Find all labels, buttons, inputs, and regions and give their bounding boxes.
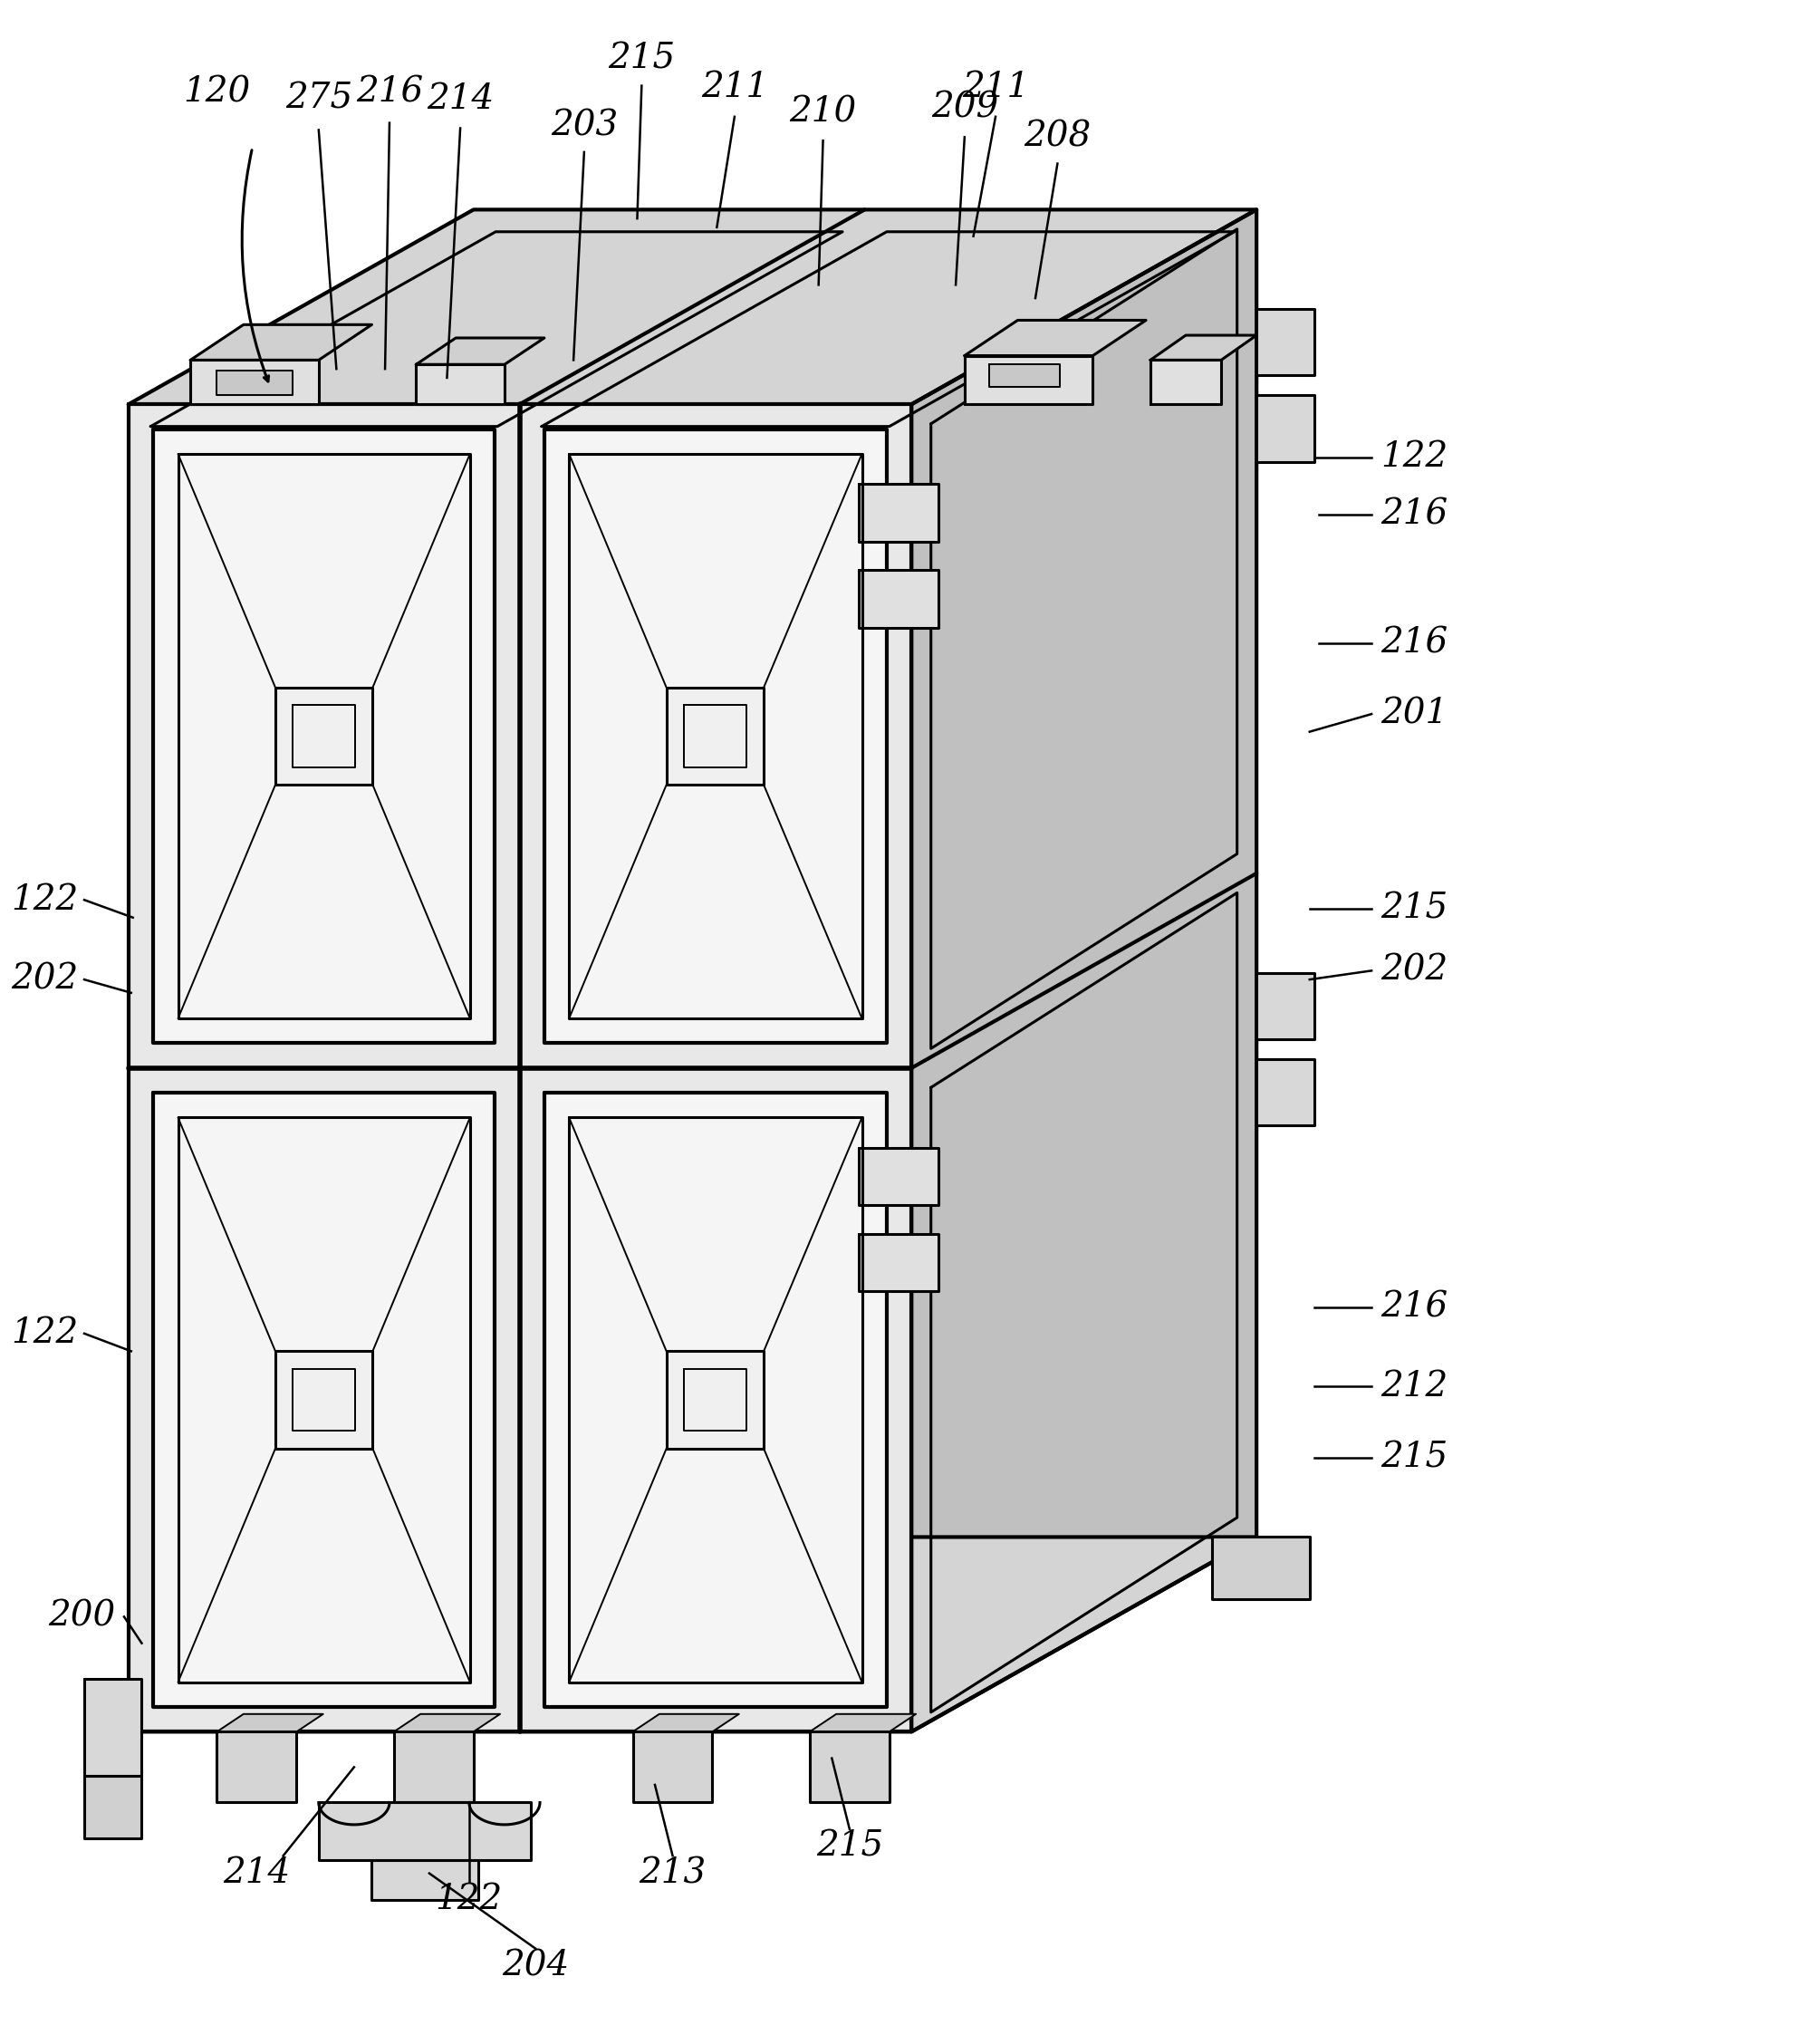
Polygon shape bbox=[318, 1803, 531, 1860]
Polygon shape bbox=[218, 1715, 324, 1731]
Polygon shape bbox=[858, 1235, 937, 1292]
Polygon shape bbox=[545, 429, 887, 1042]
Text: 204: 204 bbox=[502, 1950, 568, 1983]
Text: 211: 211 bbox=[962, 72, 1029, 104]
Polygon shape bbox=[633, 1731, 712, 1803]
Polygon shape bbox=[275, 687, 372, 785]
Polygon shape bbox=[275, 1351, 372, 1449]
Polygon shape bbox=[810, 1715, 916, 1731]
Polygon shape bbox=[191, 360, 318, 405]
Text: 215: 215 bbox=[817, 1829, 883, 1864]
Polygon shape bbox=[1256, 1059, 1313, 1126]
Text: 275: 275 bbox=[284, 82, 353, 117]
Text: 122: 122 bbox=[11, 883, 77, 916]
Polygon shape bbox=[858, 484, 937, 542]
Polygon shape bbox=[1213, 1537, 1310, 1598]
Text: 212: 212 bbox=[1380, 1369, 1448, 1404]
Text: 201: 201 bbox=[1380, 697, 1448, 732]
Text: 215: 215 bbox=[608, 43, 675, 76]
Text: 200: 200 bbox=[49, 1600, 115, 1633]
Text: 215: 215 bbox=[1380, 1441, 1448, 1474]
Text: 216: 216 bbox=[356, 76, 423, 110]
Polygon shape bbox=[416, 364, 504, 405]
Polygon shape bbox=[416, 337, 545, 364]
Text: 216: 216 bbox=[1380, 625, 1448, 660]
Polygon shape bbox=[1256, 394, 1313, 462]
Polygon shape bbox=[191, 325, 372, 360]
Polygon shape bbox=[666, 1351, 765, 1449]
Text: 214: 214 bbox=[426, 82, 495, 117]
Polygon shape bbox=[85, 1776, 142, 1838]
Polygon shape bbox=[218, 370, 291, 394]
Polygon shape bbox=[394, 1731, 473, 1803]
Text: 122: 122 bbox=[435, 1883, 502, 1917]
Polygon shape bbox=[394, 1715, 500, 1731]
Polygon shape bbox=[964, 321, 1146, 356]
Text: 211: 211 bbox=[702, 72, 768, 104]
Polygon shape bbox=[128, 405, 912, 1731]
Text: 216: 216 bbox=[1380, 1290, 1448, 1325]
Polygon shape bbox=[633, 1715, 739, 1731]
Polygon shape bbox=[964, 356, 1092, 405]
Text: 213: 213 bbox=[639, 1856, 707, 1891]
Polygon shape bbox=[1150, 335, 1256, 360]
Polygon shape bbox=[1256, 309, 1313, 376]
Polygon shape bbox=[128, 211, 1256, 405]
Text: 202: 202 bbox=[1380, 955, 1448, 987]
Polygon shape bbox=[810, 1731, 889, 1803]
Text: 210: 210 bbox=[790, 96, 856, 129]
Polygon shape bbox=[858, 570, 937, 628]
Polygon shape bbox=[153, 1094, 495, 1707]
Text: 202: 202 bbox=[11, 963, 77, 995]
Polygon shape bbox=[218, 1731, 297, 1803]
Text: 203: 203 bbox=[550, 108, 617, 143]
Text: 122: 122 bbox=[11, 1316, 77, 1351]
Polygon shape bbox=[153, 429, 495, 1042]
Polygon shape bbox=[912, 211, 1256, 1731]
Text: 122: 122 bbox=[1380, 442, 1448, 474]
Text: 214: 214 bbox=[223, 1856, 290, 1891]
Text: 216: 216 bbox=[1380, 499, 1448, 531]
Text: 208: 208 bbox=[1024, 121, 1092, 153]
Polygon shape bbox=[545, 1094, 887, 1707]
Polygon shape bbox=[85, 1678, 142, 1776]
Polygon shape bbox=[858, 1147, 937, 1206]
Text: 215: 215 bbox=[1380, 891, 1448, 926]
Text: 209: 209 bbox=[930, 92, 998, 125]
Polygon shape bbox=[128, 1537, 1256, 1731]
Polygon shape bbox=[989, 364, 1060, 386]
Polygon shape bbox=[372, 1860, 479, 1899]
Text: 120: 120 bbox=[183, 76, 250, 110]
Polygon shape bbox=[1150, 360, 1222, 405]
Polygon shape bbox=[1256, 973, 1313, 1038]
Polygon shape bbox=[666, 687, 765, 785]
